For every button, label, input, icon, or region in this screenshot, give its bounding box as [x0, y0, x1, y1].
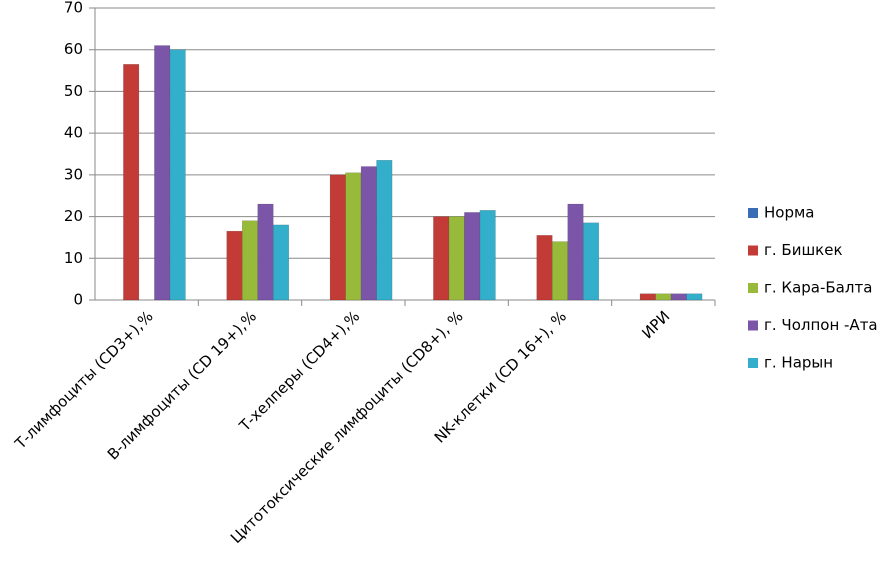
bar — [257, 203, 274, 301]
bar — [329, 174, 346, 301]
bar — [536, 235, 553, 301]
bar — [360, 166, 377, 301]
bar — [583, 222, 599, 301]
legend-label: г. Кара-Балта — [764, 279, 872, 297]
bar — [686, 293, 703, 301]
legend-swatch — [748, 358, 758, 368]
bar — [123, 64, 140, 301]
bar — [433, 216, 450, 301]
bar — [670, 293, 687, 301]
y-tick-label: 40 — [64, 124, 83, 142]
bar — [376, 160, 393, 301]
bar — [169, 49, 186, 301]
y-tick-label: 30 — [64, 165, 83, 183]
bar — [345, 172, 362, 301]
legend-label: г. Нарын — [764, 354, 833, 372]
legend-swatch — [748, 283, 758, 293]
y-tick-label: 20 — [64, 207, 83, 225]
bar — [226, 230, 243, 301]
bar — [655, 293, 672, 301]
bar — [567, 203, 584, 301]
y-tick-label: 70 — [64, 0, 83, 17]
bar — [464, 212, 481, 301]
bar — [639, 293, 656, 301]
legend-swatch — [748, 320, 758, 331]
y-tick-label: 60 — [64, 40, 83, 58]
legend-swatch — [748, 245, 758, 256]
x-tick-label: ИРИ — [638, 307, 673, 342]
bar — [448, 216, 465, 301]
x-tick-label: Цитотоксические лимфоциты (CD8+), % — [227, 307, 467, 547]
y-tick-label: 0 — [73, 291, 83, 309]
legend-label: Норма — [764, 204, 815, 222]
legend-swatch — [748, 208, 758, 218]
y-tick-label: 10 — [64, 249, 83, 267]
y-tick-label: 50 — [64, 82, 83, 100]
bar — [242, 220, 258, 301]
bar — [479, 210, 496, 301]
legend-label: г. Бишкек — [764, 241, 843, 259]
bar — [552, 241, 568, 301]
bar — [154, 45, 171, 301]
legend-label: г. Чолпон -Ата — [764, 316, 878, 334]
bar — [273, 224, 289, 301]
